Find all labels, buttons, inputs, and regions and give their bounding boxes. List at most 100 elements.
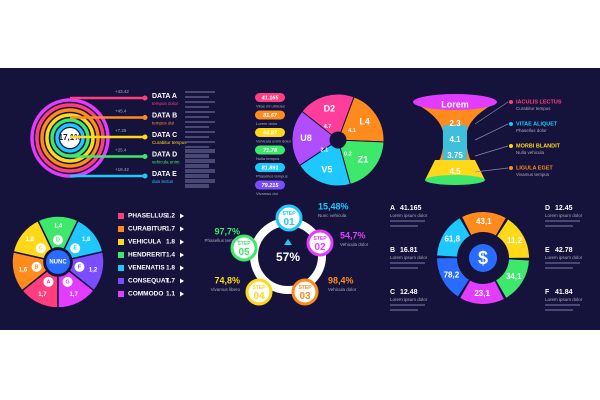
wheel-label: Z1 xyxy=(358,154,369,164)
wheel-label: V5 xyxy=(321,164,332,174)
vase-text: Nulla vehicula xyxy=(516,150,545,155)
ring-label: DATA A xyxy=(152,93,177,100)
step-word: STEP xyxy=(298,285,312,291)
vase-top xyxy=(413,94,497,110)
donut-slice xyxy=(496,259,529,298)
fan-value: 1.1 xyxy=(166,291,175,298)
donut-item-value: 41.165 xyxy=(400,205,422,212)
fan-value: 1.7 xyxy=(166,278,175,285)
arrow xyxy=(180,278,184,284)
step-value: 74,8% xyxy=(214,275,240,285)
letter-dot xyxy=(74,261,85,272)
fan-label: COMMODO xyxy=(128,291,163,298)
dot xyxy=(509,100,513,104)
ring-value: +7.25 xyxy=(115,128,127,133)
step-value: 54,7% xyxy=(340,230,366,240)
dot xyxy=(142,134,148,140)
petal-value: 1,2 xyxy=(89,268,98,274)
donut-item-value: 42.78 xyxy=(555,247,573,254)
step-circle xyxy=(275,204,303,232)
fan-center: NUNC xyxy=(49,260,67,266)
letter-dot xyxy=(53,235,63,245)
pill-value: 41.165 xyxy=(261,95,280,101)
petal-value: 1,6 xyxy=(19,268,28,274)
step-circle xyxy=(291,278,319,306)
petal-letter: E xyxy=(73,246,77,252)
vase-text: Curabitur tempus xyxy=(516,106,551,111)
vase-title: Lorem xyxy=(441,99,469,109)
step-text: Vehicula dolor xyxy=(328,287,357,292)
wheel-slice xyxy=(301,93,355,136)
vase-text: Phasellus dolor xyxy=(516,128,547,133)
step-circle xyxy=(245,278,273,306)
wheel-inner: 2.1 xyxy=(321,148,329,154)
donut-slice xyxy=(437,258,469,297)
step-label: STEP 03 xyxy=(298,285,312,301)
petal-letter: F xyxy=(78,264,82,270)
ring-label: DATA E xyxy=(152,171,177,178)
arrow xyxy=(180,226,184,232)
dot xyxy=(142,95,148,101)
petal-value: 1,7 xyxy=(69,292,78,298)
pill xyxy=(255,180,285,190)
pill xyxy=(255,128,285,137)
step-num: 03 xyxy=(299,291,311,302)
pill xyxy=(255,110,285,120)
step-value: 98,4% xyxy=(328,275,354,285)
donut-slice xyxy=(437,218,470,257)
center-arrow xyxy=(284,239,292,245)
petal-value: 1,8 xyxy=(26,237,35,243)
step-text: Nunc vehicula xyxy=(318,213,347,218)
dollar-icon: $ xyxy=(478,248,488,268)
donut-item-text: Lorem ipsum dolor xyxy=(545,297,583,302)
dot xyxy=(509,144,513,148)
letter-dot xyxy=(31,261,42,272)
swatch xyxy=(118,226,124,232)
donut-slice xyxy=(462,212,506,236)
pill-text: Nulla tempus xyxy=(256,156,279,161)
wheel-slice xyxy=(298,143,351,187)
dot xyxy=(509,166,513,170)
vase-foot xyxy=(425,175,485,185)
ring-sub: duis lectus xyxy=(152,179,174,184)
donut-letter: B xyxy=(390,247,395,254)
step-circle xyxy=(306,229,334,257)
pill-text: Vitae mi ultricies xyxy=(256,104,285,109)
fan-label: PHASELLUS xyxy=(128,213,168,220)
letter-dot xyxy=(70,243,81,254)
wheel-label: U8 xyxy=(300,133,312,143)
ring-value: +18.42 xyxy=(115,167,129,172)
vase-connector xyxy=(474,123,509,141)
vase-base xyxy=(425,160,485,180)
step-label: STEP 02 xyxy=(313,236,327,252)
petal-letter: G xyxy=(65,279,69,285)
letter-dot xyxy=(43,276,54,287)
donut-value: 61,8 xyxy=(444,234,460,243)
donut-item-text: Lorem ipsum dolor xyxy=(390,255,428,260)
fan-value: 1.8 xyxy=(166,265,175,272)
step-text: Phasellus tempus xyxy=(204,238,240,243)
pill-value: 81.67 xyxy=(263,113,278,119)
vase-label: VITAE ALIQUET xyxy=(516,121,558,127)
vase-label: MORBI BLANDIT xyxy=(516,143,561,149)
vase-value: 4.1 xyxy=(449,135,461,144)
donut-slice xyxy=(497,219,529,258)
ring-sub: Curabitur tempus xyxy=(152,140,187,145)
pill-value: 64.87 xyxy=(263,130,278,136)
donut-value: 34,1 xyxy=(506,272,522,281)
arrow xyxy=(180,239,184,245)
fan-core xyxy=(46,250,70,274)
step-text: Vehicula dolor xyxy=(340,242,369,247)
wheel-label: L4 xyxy=(359,117,370,127)
swatch xyxy=(118,291,124,297)
donut-value: 11,2 xyxy=(507,236,523,245)
step-circle xyxy=(230,234,258,262)
petal-value: 1,7 xyxy=(38,292,47,298)
vase-value: 3.75 xyxy=(447,151,463,160)
vase-connector xyxy=(474,145,509,157)
petal-letter: B xyxy=(35,264,39,270)
step-num: 02 xyxy=(314,242,326,253)
step-word: STEP xyxy=(282,211,296,217)
